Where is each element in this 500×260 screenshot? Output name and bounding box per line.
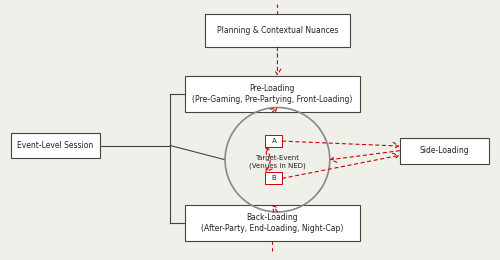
FancyArrowPatch shape [266,148,272,172]
Text: Back-Loading
(After-Party, End-Loading, Night-Cap): Back-Loading (After-Party, End-Loading, … [201,213,344,233]
FancyArrowPatch shape [331,151,400,162]
Text: Planning & Contextual Nuances: Planning & Contextual Nuances [216,26,338,35]
FancyArrowPatch shape [282,141,399,149]
FancyArrowPatch shape [270,108,276,114]
Text: Event-Level Session: Event-Level Session [18,141,94,150]
FancyBboxPatch shape [10,133,101,158]
Text: B: B [272,175,276,181]
FancyBboxPatch shape [266,172,282,184]
FancyBboxPatch shape [185,205,360,241]
FancyBboxPatch shape [266,135,282,147]
FancyArrowPatch shape [273,206,279,212]
Text: Side-Loading: Side-Loading [420,146,470,155]
FancyBboxPatch shape [185,76,360,112]
FancyBboxPatch shape [205,14,350,47]
FancyBboxPatch shape [400,138,490,164]
FancyArrowPatch shape [274,47,281,75]
Text: Target-Event
(Venues in NED): Target-Event (Venues in NED) [249,155,306,170]
Text: Pre-Loading
(Pre-Gaming, Pre-Partying, Front-Loading): Pre-Loading (Pre-Gaming, Pre-Partying, F… [192,83,352,104]
Text: A: A [272,138,276,144]
FancyArrowPatch shape [282,153,399,178]
